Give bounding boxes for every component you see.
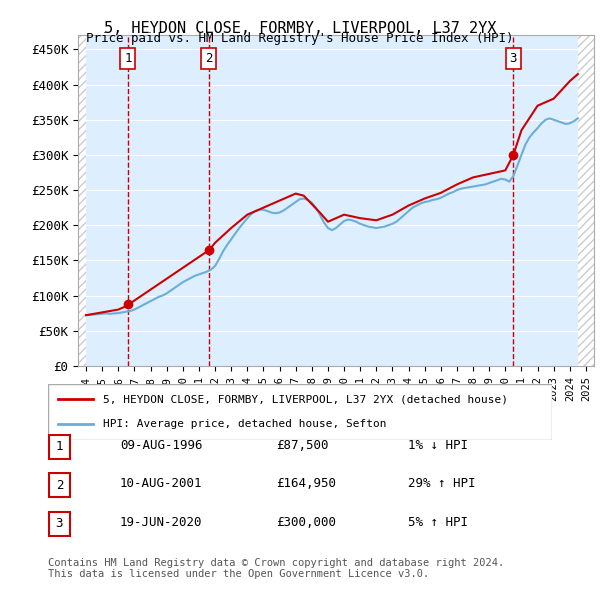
- FancyBboxPatch shape: [49, 512, 70, 536]
- Text: 2: 2: [56, 478, 63, 492]
- FancyBboxPatch shape: [49, 435, 70, 459]
- Text: Price paid vs. HM Land Registry's House Price Index (HPI): Price paid vs. HM Land Registry's House …: [86, 32, 514, 45]
- Text: £300,000: £300,000: [276, 516, 336, 529]
- FancyBboxPatch shape: [49, 473, 70, 497]
- Text: 1: 1: [56, 440, 63, 454]
- Text: 3: 3: [509, 52, 517, 65]
- FancyBboxPatch shape: [48, 384, 552, 440]
- Text: 1% ↓ HPI: 1% ↓ HPI: [408, 439, 468, 452]
- Text: 19-JUN-2020: 19-JUN-2020: [120, 516, 203, 529]
- Text: Contains HM Land Registry data © Crown copyright and database right 2024.
This d: Contains HM Land Registry data © Crown c…: [48, 558, 504, 579]
- Text: 29% ↑ HPI: 29% ↑ HPI: [408, 477, 476, 490]
- Text: £164,950: £164,950: [276, 477, 336, 490]
- Bar: [78, 35, 86, 366]
- Text: 10-AUG-2001: 10-AUG-2001: [120, 477, 203, 490]
- Text: 09-AUG-1996: 09-AUG-1996: [120, 439, 203, 452]
- Text: 3: 3: [56, 517, 63, 530]
- Text: 1: 1: [124, 52, 132, 65]
- Text: 5, HEYDON CLOSE, FORMBY, LIVERPOOL, L37 2YX: 5, HEYDON CLOSE, FORMBY, LIVERPOOL, L37 …: [104, 21, 496, 35]
- Text: 5% ↑ HPI: 5% ↑ HPI: [408, 516, 468, 529]
- Text: 5, HEYDON CLOSE, FORMBY, LIVERPOOL, L37 2YX (detached house): 5, HEYDON CLOSE, FORMBY, LIVERPOOL, L37 …: [103, 394, 508, 404]
- Bar: [578, 35, 594, 366]
- Text: HPI: Average price, detached house, Sefton: HPI: Average price, detached house, Seft…: [103, 419, 387, 429]
- Text: 2: 2: [205, 52, 212, 65]
- Text: £87,500: £87,500: [276, 439, 329, 452]
